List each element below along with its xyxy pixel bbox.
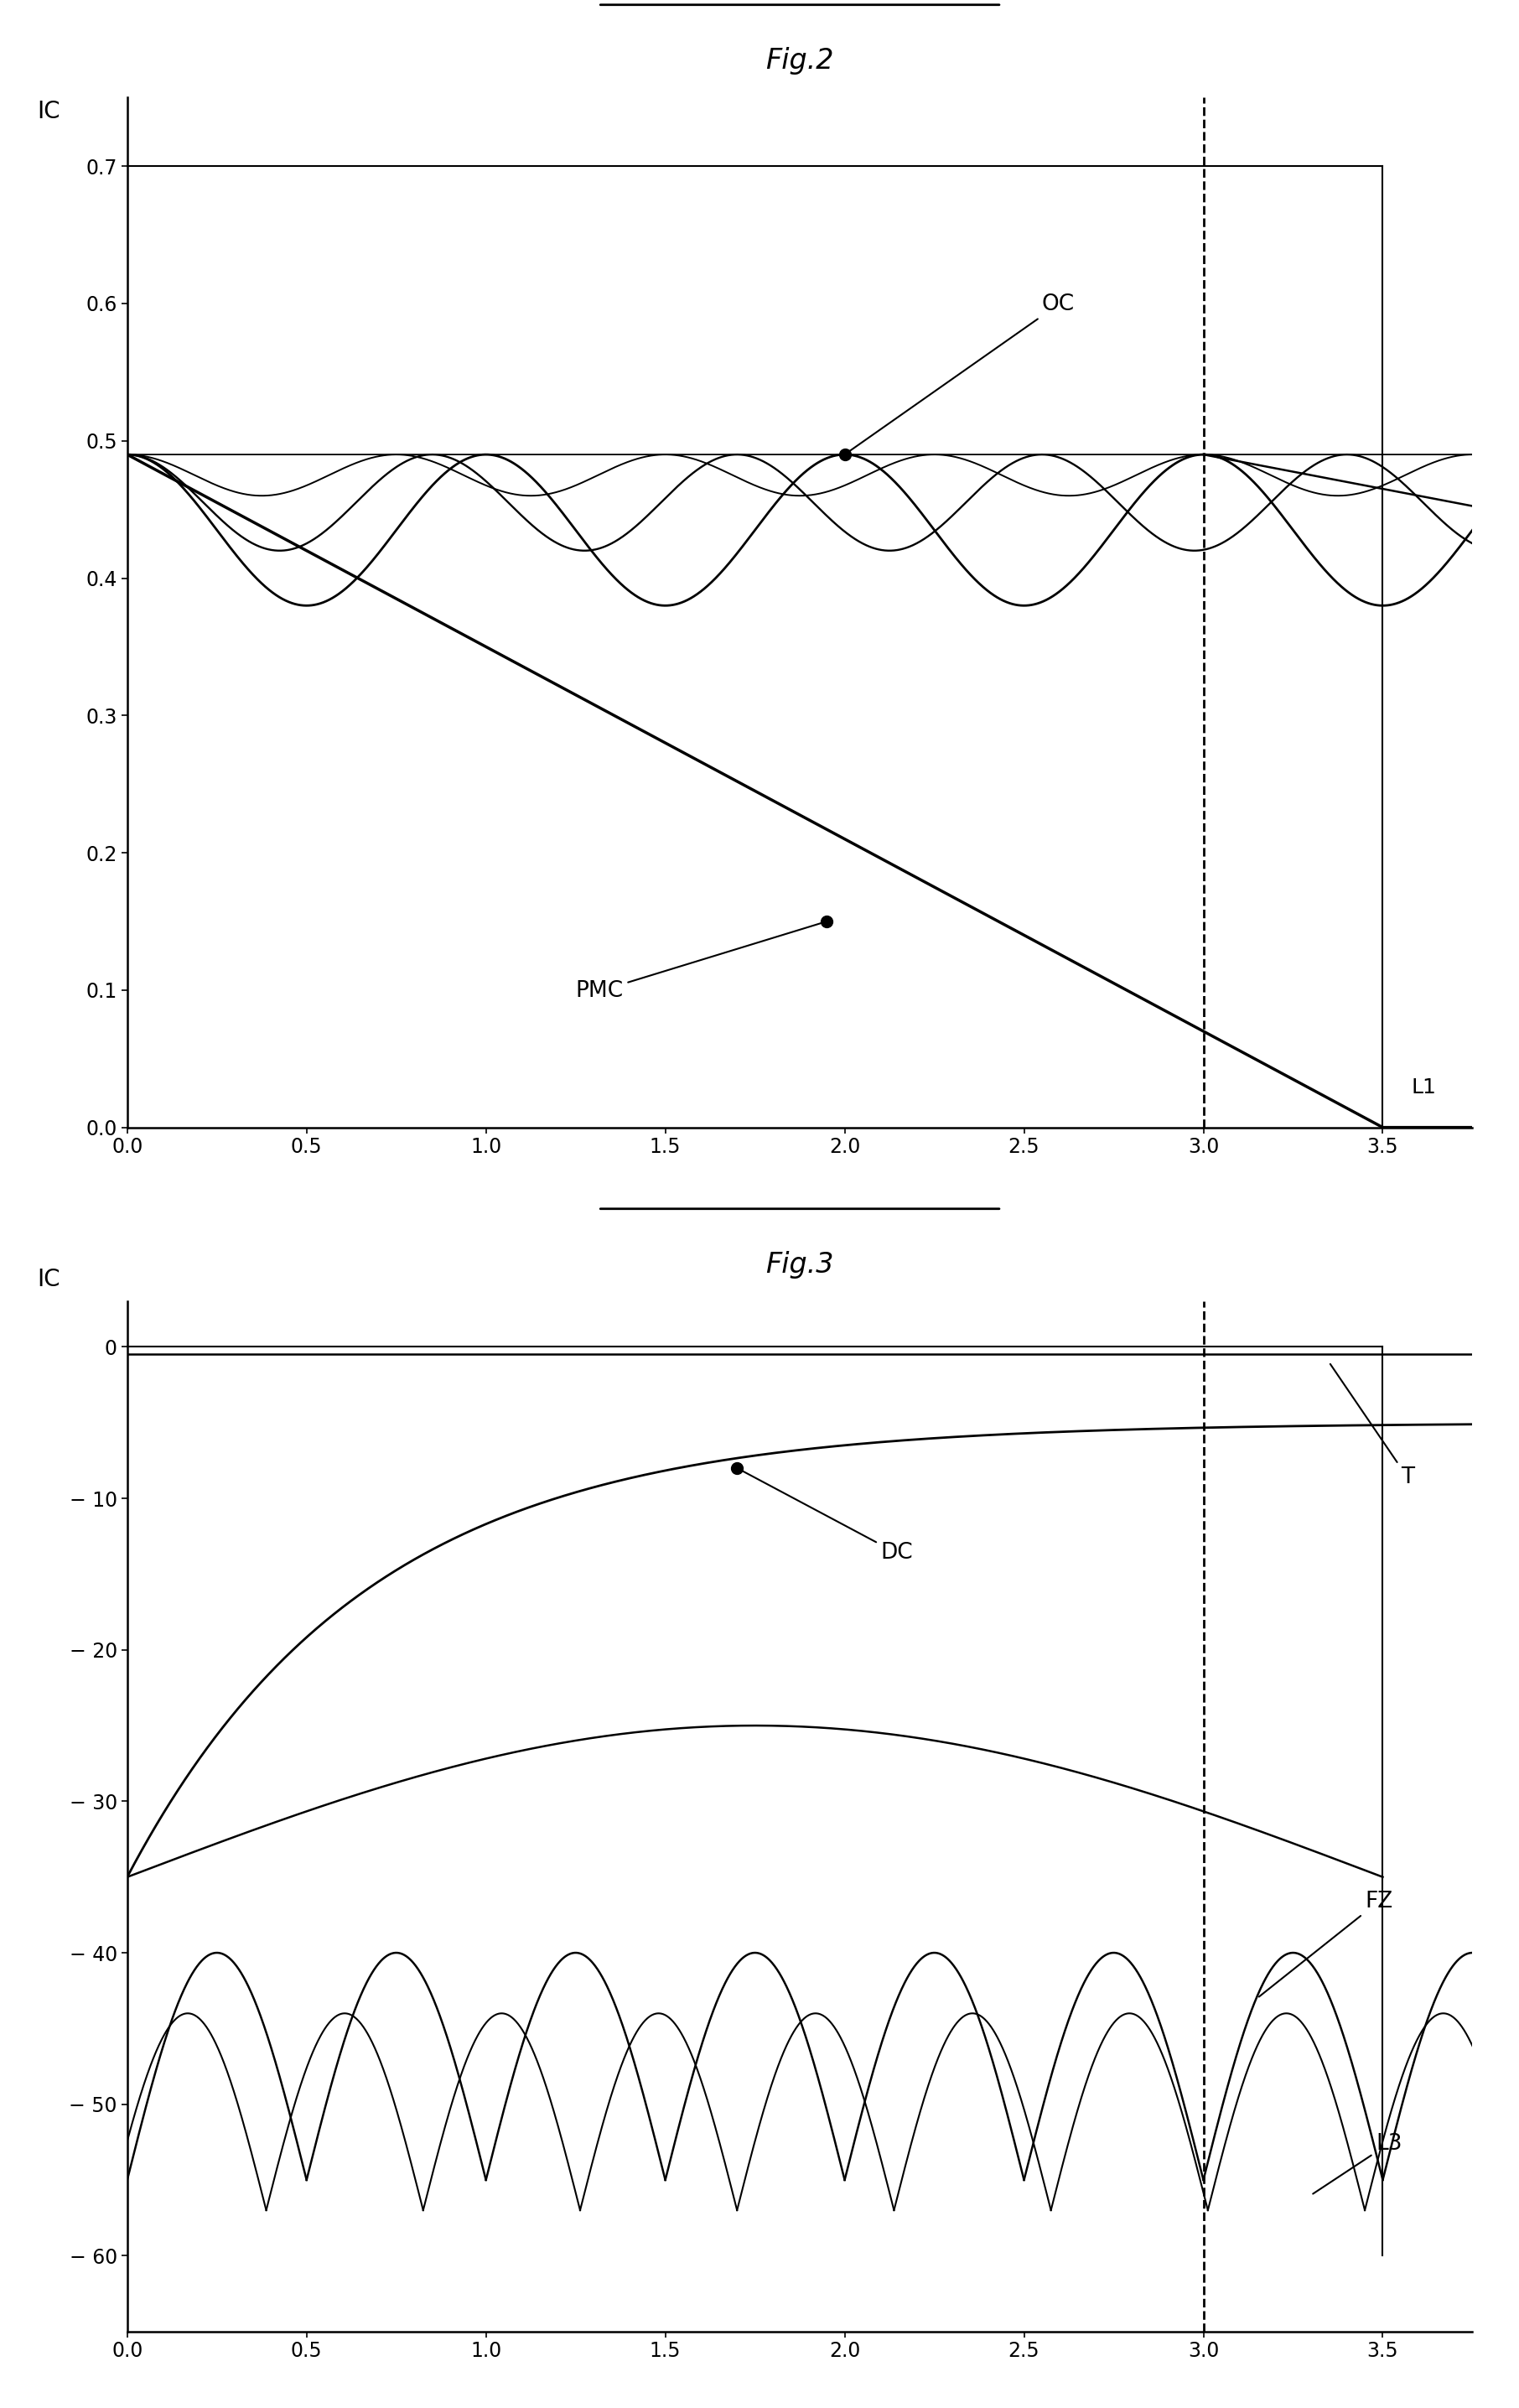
Text: OC: OC: [846, 294, 1075, 453]
Text: L1: L1: [1411, 1076, 1437, 1098]
Text: T: T: [1331, 1363, 1414, 1488]
Text: IC: IC: [36, 1269, 59, 1291]
Title: Fig.2: Fig.2: [766, 46, 834, 75]
Text: IC: IC: [36, 99, 59, 123]
Title: Fig.3: Fig.3: [766, 1250, 834, 1279]
Text: FZ: FZ: [1259, 1890, 1393, 1996]
Text: DC: DC: [740, 1469, 913, 1565]
Text: PMC: PMC: [576, 922, 825, 1002]
Text: L3: L3: [1312, 2133, 1402, 2194]
